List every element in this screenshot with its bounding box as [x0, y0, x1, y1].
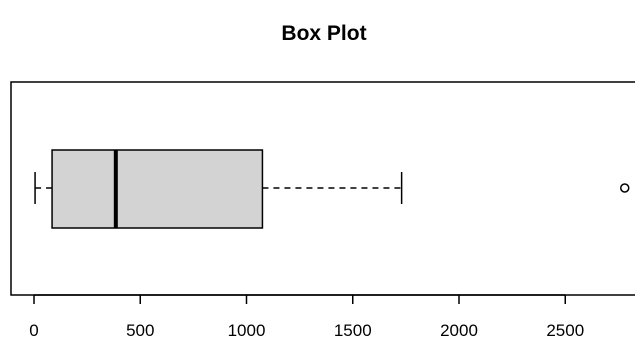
- x-axis: 0 500 1000 1500 2000 2500: [29, 294, 584, 340]
- x-tick-label: 2000: [440, 321, 478, 340]
- box-plot-series: [34, 149, 403, 229]
- x-tick-label: 2500: [546, 321, 584, 340]
- x-tick-label: 1000: [228, 321, 266, 340]
- x-tick-label: 1500: [334, 321, 372, 340]
- x-tick-label: 0: [29, 321, 38, 340]
- outlier-points: [620, 183, 630, 193]
- chart-title: Box Plot: [281, 22, 366, 45]
- x-tick-label: 500: [126, 321, 154, 340]
- interquartile-box: [51, 149, 264, 229]
- outlier-point: [620, 183, 630, 193]
